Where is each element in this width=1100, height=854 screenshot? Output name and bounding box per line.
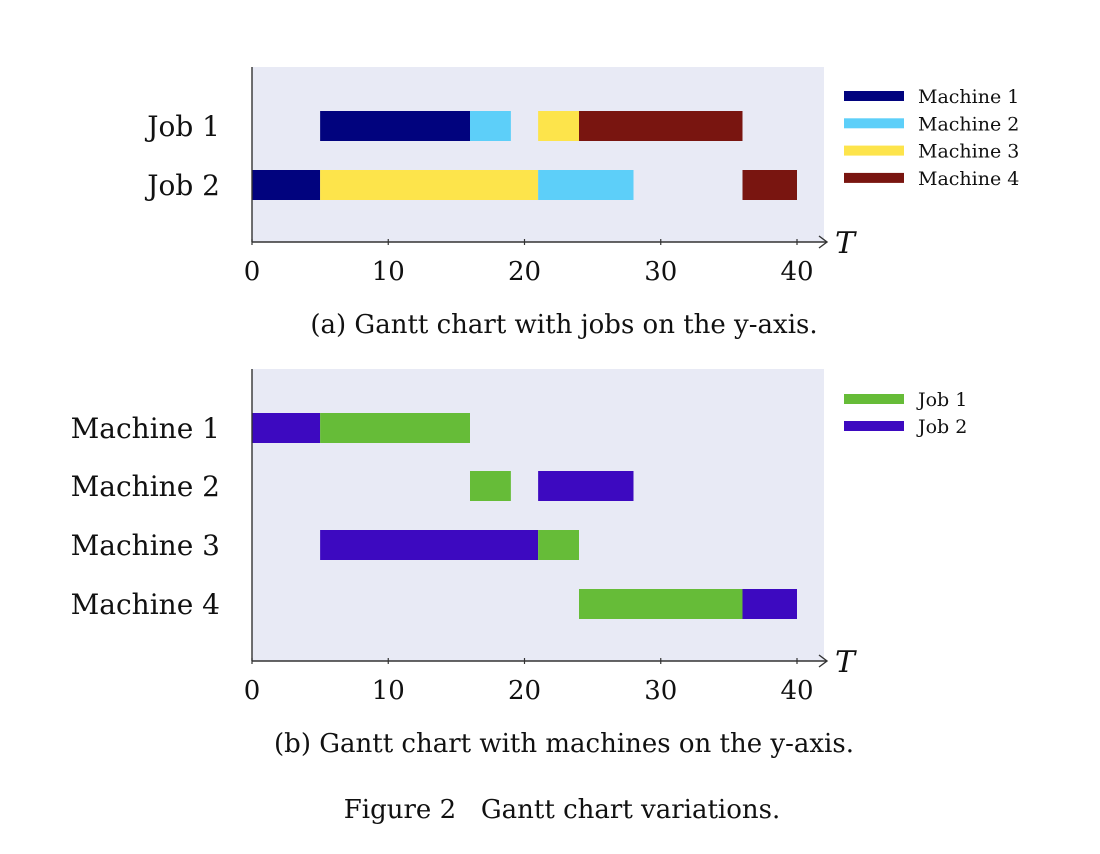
x-axis-name: T [835, 226, 857, 261]
bar-machine-3-job-2 [320, 530, 539, 560]
x-tick-label: 40 [780, 257, 813, 287]
x-tick-label: 20 [508, 257, 541, 287]
legend-swatch-job-2 [844, 421, 904, 431]
bar-machine-1-job-2 [252, 413, 321, 443]
y-category-label: Machine 3 [71, 529, 220, 562]
legend-label: Machine 2 [918, 113, 1019, 135]
figure-caption: Figure 2 Gantt chart variations. [344, 795, 781, 825]
y-category-label: Job 1 [144, 110, 220, 143]
x-tick-label: 30 [644, 257, 677, 287]
legend-label: Job 2 [916, 416, 967, 438]
gantt-chart-jobs: Job 1 Job 2 T 0 10 20 30 40 Machine 1 Machine 2 Ma… [144, 67, 1019, 340]
x-tick-label: 30 [644, 676, 677, 706]
bar-machine-3-job-1 [538, 530, 579, 560]
legend-swatch-job-1 [844, 394, 904, 404]
bar-job-1-machine-4 [579, 111, 743, 141]
legend-swatch-machine-3 [844, 145, 904, 156]
bar-job-1-machine-2 [470, 111, 511, 141]
legend-label: Job 1 [916, 389, 967, 411]
bar-machine-4-job-2 [742, 589, 797, 619]
legend-swatch-machine-2 [844, 118, 904, 129]
legend-label: Machine 1 [918, 86, 1019, 108]
legend-label: Machine 4 [918, 168, 1019, 190]
bar-job-2-machine-2 [538, 170, 634, 200]
x-tick-label: 0 [244, 676, 261, 706]
legend-swatch-machine-4 [844, 172, 904, 183]
chart-caption: (b) Gantt chart with machines on the y-a… [274, 729, 854, 759]
x-tick-label: 10 [372, 676, 405, 706]
y-category-label: Machine 1 [71, 412, 220, 445]
y-category-label: Job 2 [144, 169, 220, 202]
x-axis-name: T [835, 645, 857, 680]
x-tick-label: 0 [244, 257, 261, 287]
bar-job-2-machine-3 [320, 170, 539, 200]
chart-caption: (a) Gantt chart with jobs on the y-axis. [310, 310, 817, 340]
x-tick-label: 10 [372, 257, 405, 287]
bar-machine-4-job-1 [579, 589, 743, 619]
x-axis-arrow [818, 654, 829, 668]
bar-job-2-machine-1 [252, 170, 321, 200]
x-tick-label: 40 [780, 676, 813, 706]
plot-background [252, 67, 824, 242]
bar-job-1-machine-3 [538, 111, 579, 141]
gantt-chart-machines: Machine 1 Machine 2 Machine 3 Machine 4 T 0 10… [71, 369, 967, 759]
bar-machine-2-job-1 [470, 471, 511, 501]
bar-job-1-machine-1 [320, 111, 470, 141]
bar-job-2-machine-4 [742, 170, 797, 200]
legend-swatch-machine-1 [844, 91, 904, 101]
legend-label: Machine 3 [918, 141, 1019, 163]
bar-machine-2-job-2 [538, 471, 634, 501]
x-tick-label: 20 [508, 676, 541, 706]
y-category-label: Machine 4 [71, 588, 220, 621]
y-category-label: Machine 2 [71, 470, 220, 503]
bar-machine-1-job-1 [320, 413, 470, 443]
x-axis-arrow [818, 235, 829, 249]
